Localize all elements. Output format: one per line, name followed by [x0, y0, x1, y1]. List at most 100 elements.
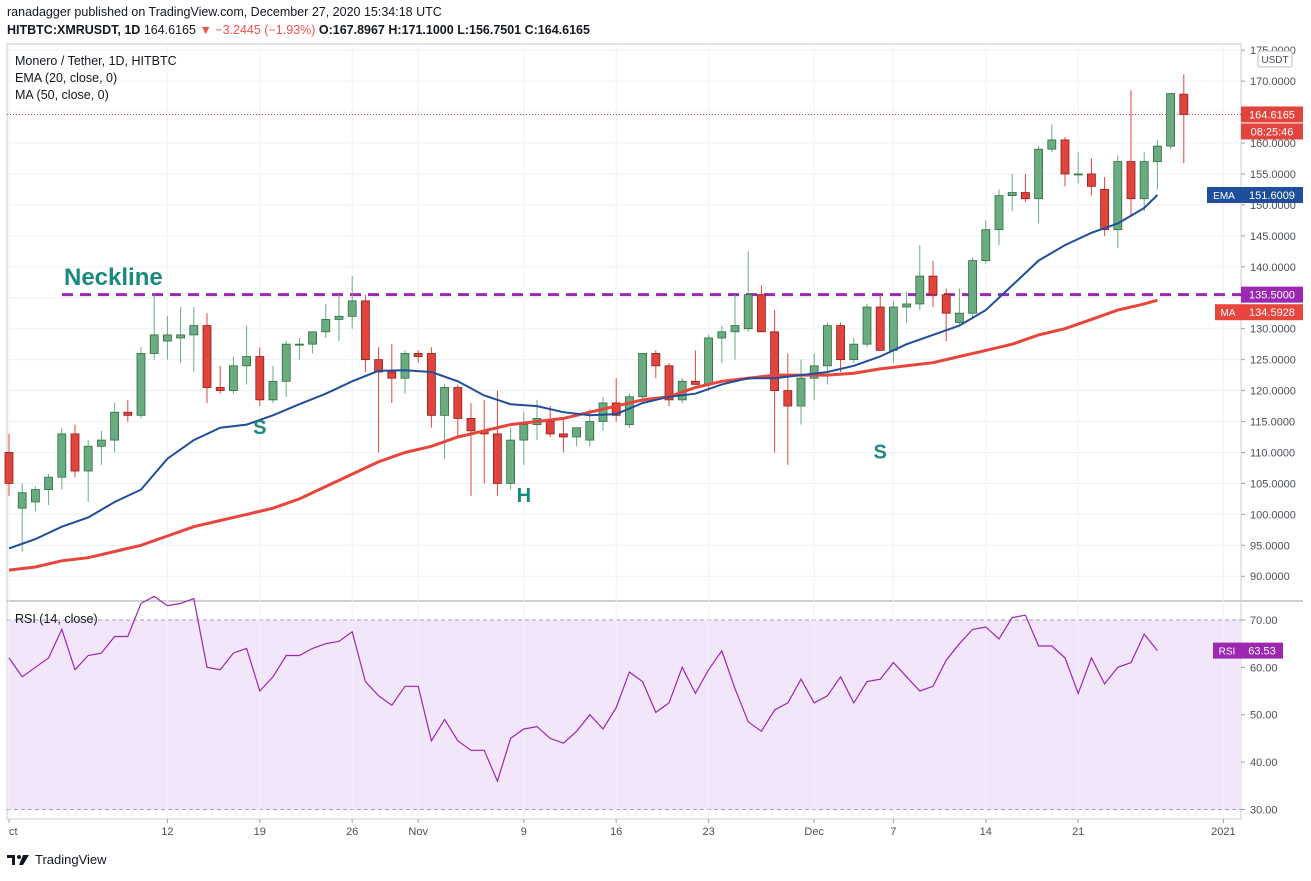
rsi-legend[interactable]: RSI (14, close) [15, 612, 98, 626]
candle[interactable] [189, 307, 199, 373]
candle[interactable] [242, 325, 252, 385]
candle[interactable] [730, 294, 740, 360]
candle[interactable] [4, 433, 14, 496]
candle[interactable] [1021, 173, 1030, 202]
candle[interactable] [440, 384, 450, 459]
candle[interactable] [176, 307, 186, 363]
candle[interactable] [268, 365, 278, 403]
candle[interactable] [796, 359, 806, 425]
candle[interactable] [1179, 74, 1189, 164]
candle[interactable] [651, 350, 661, 379]
candle[interactable] [123, 399, 133, 422]
candle[interactable] [809, 353, 819, 400]
candle[interactable] [255, 347, 265, 407]
candle[interactable] [1100, 177, 1109, 236]
candle[interactable] [506, 427, 516, 490]
candle[interactable] [836, 322, 845, 373]
candle[interactable] [426, 347, 436, 428]
candle[interactable] [968, 257, 977, 320]
candle[interactable] [70, 424, 80, 478]
candle[interactable] [638, 353, 647, 403]
candle[interactable] [1007, 173, 1017, 212]
candle[interactable] [519, 412, 529, 465]
candle[interactable] [770, 310, 779, 453]
candle[interactable] [374, 347, 384, 453]
candle[interactable] [928, 260, 938, 308]
candle[interactable] [1047, 124, 1057, 153]
rsi-axis[interactable]: 30.00 40.00 50.00 60.00 70.00 [1241, 615, 1278, 817]
candle[interactable] [783, 353, 793, 465]
candle[interactable] [915, 245, 925, 311]
candle[interactable] [479, 399, 489, 484]
candle[interactable] [466, 402, 476, 496]
candle[interactable] [83, 440, 93, 502]
chart-title: Monero / Tether, 1D, HITBTC [15, 54, 177, 68]
ma50-line[interactable] [8, 298, 1158, 572]
ema20-line[interactable] [8, 194, 1159, 550]
ma-legend[interactable]: MA (50, close, 0) [15, 88, 109, 102]
candle[interactable] [413, 350, 423, 363]
candle[interactable] [57, 427, 67, 490]
candle-body [1153, 145, 1162, 162]
candle[interactable] [1034, 146, 1043, 224]
candle[interactable] [862, 303, 872, 348]
candle[interactable] [1166, 93, 1175, 150]
candle[interactable] [994, 189, 1004, 246]
candle[interactable] [387, 344, 397, 403]
candle[interactable] [1087, 158, 1096, 196]
candle[interactable] [360, 294, 370, 373]
candle[interactable] [492, 390, 502, 496]
candle[interactable] [664, 362, 674, 407]
candle[interactable] [849, 337, 859, 363]
candle[interactable] [1126, 90, 1136, 218]
candle[interactable] [281, 341, 291, 397]
candle[interactable] [941, 288, 951, 342]
currency-tag[interactable] [1257, 50, 1293, 68]
candle[interactable] [228, 356, 238, 394]
candle[interactable] [691, 350, 700, 385]
candle[interactable] [308, 331, 318, 354]
ema-legend[interactable]: EMA (20, close, 0) [15, 71, 117, 85]
candle[interactable] [44, 474, 53, 506]
candle[interactable] [1139, 152, 1149, 212]
candles[interactable] [4, 74, 1189, 552]
candle[interactable] [97, 430, 106, 465]
candle[interactable] [334, 294, 344, 342]
candle[interactable] [889, 300, 898, 363]
candle[interactable] [1113, 155, 1123, 249]
candle[interactable] [162, 316, 172, 360]
candle[interactable] [545, 406, 555, 437]
rsi-line[interactable] [8, 595, 1158, 783]
candle[interactable] [110, 402, 119, 453]
candle[interactable] [757, 285, 766, 333]
brand-name[interactable]: TradingView [35, 852, 107, 867]
candle-body [400, 353, 410, 379]
candle[interactable] [743, 251, 753, 332]
candle[interactable] [559, 418, 568, 453]
candle[interactable] [347, 276, 357, 329]
candle[interactable] [321, 303, 331, 338]
candle[interactable] [400, 350, 410, 394]
candle[interactable] [902, 291, 911, 323]
tradingview-logo-icon[interactable] [7, 853, 29, 867]
time-axis[interactable]: ct 12 19 26 Nov 9 16 23 Dec 7 14 21 2021 [8, 44, 1236, 838]
candle[interactable] [202, 313, 212, 403]
candle[interactable] [149, 294, 159, 360]
candle[interactable] [453, 384, 463, 437]
candle[interactable] [717, 325, 727, 363]
symbol-label[interactable]: HITBTC:XMRUSDT, 1D [7, 23, 141, 37]
candle[interactable] [1060, 136, 1070, 187]
candle[interactable] [30, 486, 40, 512]
candle[interactable] [955, 288, 964, 326]
candle[interactable] [215, 365, 225, 394]
candle[interactable] [572, 427, 581, 447]
candle[interactable] [1153, 139, 1162, 190]
candle[interactable] [136, 347, 146, 419]
candle[interactable] [294, 337, 304, 360]
candle[interactable] [981, 220, 991, 264]
candle[interactable] [1073, 152, 1083, 184]
svg-text:134.5928: 134.5928 [1249, 307, 1295, 319]
candle[interactable] [17, 483, 27, 552]
candle[interactable] [875, 294, 885, 351]
